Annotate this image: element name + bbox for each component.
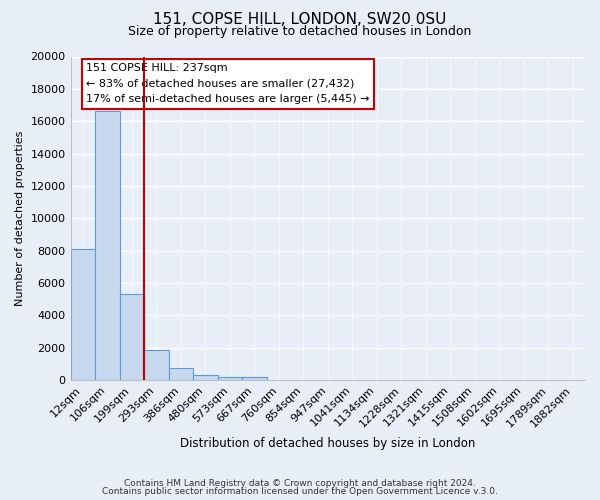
Bar xyxy=(119,294,144,380)
Bar xyxy=(144,350,169,380)
Bar xyxy=(242,378,266,380)
Text: Contains HM Land Registry data © Crown copyright and database right 2024.: Contains HM Land Registry data © Crown c… xyxy=(124,478,476,488)
Bar xyxy=(193,374,218,380)
X-axis label: Distribution of detached houses by size in London: Distribution of detached houses by size … xyxy=(180,437,475,450)
Bar xyxy=(71,249,95,380)
Bar xyxy=(169,368,193,380)
Text: 151, COPSE HILL, LONDON, SW20 0SU: 151, COPSE HILL, LONDON, SW20 0SU xyxy=(154,12,446,28)
Text: 151 COPSE HILL: 237sqm
← 83% of detached houses are smaller (27,432)
17% of semi: 151 COPSE HILL: 237sqm ← 83% of detached… xyxy=(86,63,370,104)
Text: Contains public sector information licensed under the Open Government Licence v.: Contains public sector information licen… xyxy=(102,487,498,496)
Y-axis label: Number of detached properties: Number of detached properties xyxy=(15,130,25,306)
Text: Size of property relative to detached houses in London: Size of property relative to detached ho… xyxy=(128,25,472,38)
Bar xyxy=(95,112,119,380)
Bar xyxy=(218,377,242,380)
